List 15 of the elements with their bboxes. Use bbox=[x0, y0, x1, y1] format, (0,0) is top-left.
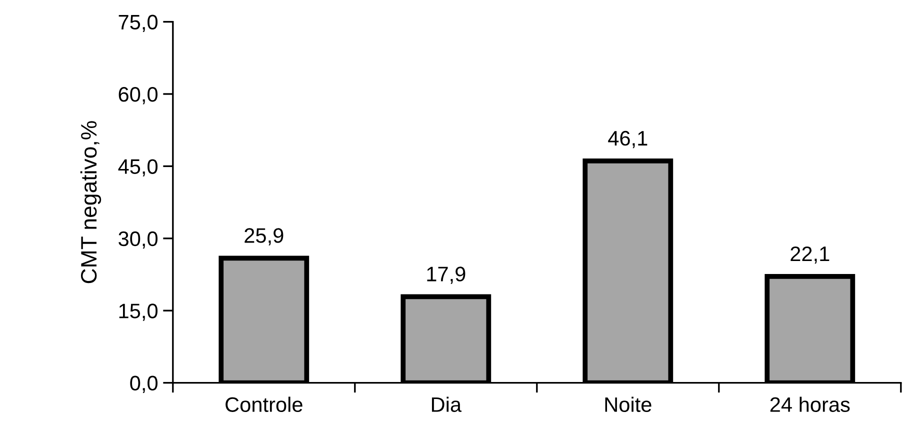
data-label: 25,9 bbox=[244, 228, 284, 246]
x-tick-label: Dia bbox=[432, 396, 462, 412]
y-tick-label: 15,0 bbox=[119, 304, 158, 321]
y-tick-label: 0,0 bbox=[130, 376, 158, 394]
data-label: 22,1 bbox=[790, 246, 830, 264]
y-tick-label: 60,0 bbox=[118, 87, 158, 104]
y-tick-label: 30,0 bbox=[118, 231, 158, 249]
x-tick-label: Noite bbox=[605, 396, 652, 412]
x-tick-label: 24 horas bbox=[770, 396, 850, 412]
y-tick-label: 75,0 bbox=[118, 14, 158, 32]
data-label: 46,1 bbox=[608, 130, 648, 148]
y-axis-title: CMT negativo,% bbox=[80, 121, 102, 284]
data-label: 17,9 bbox=[427, 266, 466, 284]
y-tick-label: 45,0 bbox=[118, 159, 158, 176]
x-tick-label: Controle bbox=[226, 396, 302, 412]
